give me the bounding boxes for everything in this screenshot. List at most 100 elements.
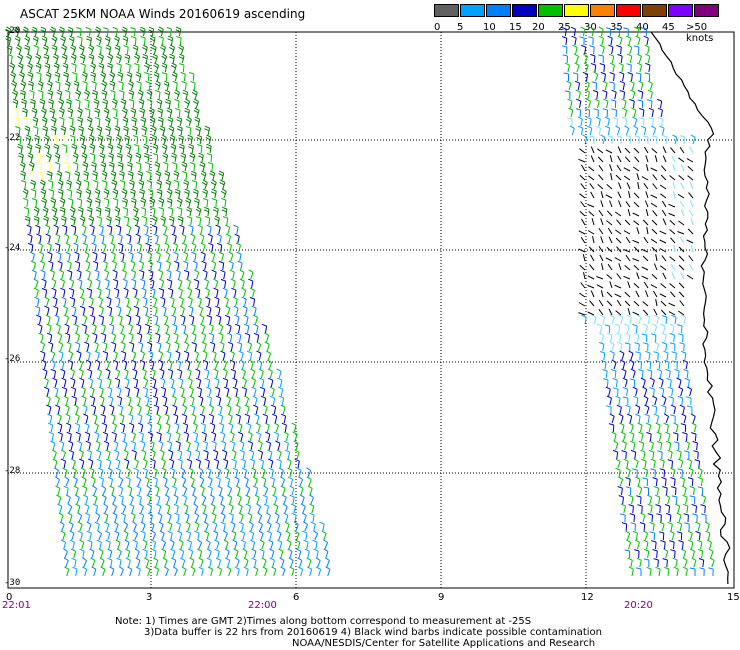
wind-barb (135, 557, 141, 568)
wind-barb (591, 218, 595, 226)
wind-barb (292, 431, 298, 442)
wind-barb (136, 494, 142, 505)
wind-barb (95, 35, 102, 46)
wind-barb (98, 314, 104, 325)
wind-barb (17, 53, 24, 64)
wind-barb (181, 242, 188, 253)
wind-barb (104, 521, 110, 532)
wind-barb (676, 521, 683, 532)
wind-barb (117, 404, 123, 415)
wind-barb (60, 135, 67, 145)
wind-barb (666, 378, 672, 388)
wind-barb (230, 278, 236, 289)
wind-barb (615, 125, 621, 136)
wind-barb (623, 458, 629, 469)
wind-barb (44, 62, 51, 73)
wind-barb (280, 404, 286, 415)
wind-barb (183, 179, 189, 190)
wind-barb (228, 512, 234, 523)
wind-barb (125, 467, 131, 478)
wind-barb (46, 404, 52, 415)
wind-barb (69, 539, 75, 550)
wind-barb (569, 125, 575, 136)
wind-barb (137, 251, 143, 262)
wind-barb (44, 296, 50, 307)
wind-barb (35, 224, 41, 235)
wind-barb (243, 314, 249, 325)
wind-barb (146, 332, 152, 343)
wind-barb (199, 404, 205, 415)
wind-barb (144, 395, 150, 406)
wind-barb (135, 314, 141, 325)
wind-barb (123, 458, 130, 469)
wind-barb (97, 296, 103, 307)
wind-barb (286, 458, 292, 469)
wind-barb (120, 332, 126, 343)
wind-barb (632, 258, 640, 262)
wind-barb (171, 485, 177, 496)
wind-barb (226, 323, 232, 334)
wind-barb (70, 458, 76, 469)
wind-barb (283, 440, 289, 451)
wind-barb (17, 62, 24, 73)
wind-barb (612, 377, 618, 388)
wind-barb (253, 404, 259, 415)
wind-barb (598, 165, 604, 172)
wind-barb (633, 26, 640, 37)
wind-barb (621, 107, 628, 118)
wind-barb (307, 485, 313, 496)
wind-barb (105, 530, 111, 541)
wind-barb (190, 81, 196, 91)
wind-barb (39, 98, 46, 109)
wind-barb (581, 218, 586, 226)
wind-barb (130, 269, 137, 280)
wind-barb (14, 116, 20, 127)
wind-barb (141, 135, 148, 145)
wind-barb (633, 395, 639, 406)
wind-barb (152, 395, 159, 406)
wind-barb (169, 467, 176, 478)
wind-barb (181, 413, 188, 424)
wind-barb (678, 220, 685, 226)
wind-barb (171, 71, 178, 82)
wind-barb (648, 449, 655, 460)
wind-barb (700, 494, 707, 505)
wind-barb (102, 350, 109, 361)
wind-barb (227, 422, 234, 433)
wind-barb (73, 80, 80, 91)
wind-barb (90, 557, 96, 568)
wind-barb (618, 62, 624, 73)
wind-barb (127, 566, 133, 577)
wind-barb (193, 440, 200, 451)
wind-barb (301, 512, 307, 523)
wind-barb (645, 350, 651, 361)
wind-barb (146, 413, 152, 424)
wind-barb (43, 53, 50, 64)
wind-barb (168, 125, 175, 136)
wind-barb (154, 323, 160, 334)
wind-barb (136, 485, 142, 496)
wind-barb (668, 203, 676, 208)
wind-barb (112, 350, 118, 361)
wind-barb (137, 170, 144, 181)
wind-barb (149, 521, 155, 532)
wind-barb (618, 263, 622, 271)
wind-barb (77, 521, 83, 532)
wind-barb (98, 467, 104, 478)
wind-barb (600, 218, 604, 226)
wind-barb (125, 476, 131, 487)
wind-barb (28, 161, 35, 172)
wind-barb (658, 377, 664, 388)
wind-barb (126, 314, 132, 325)
wind-barb (183, 251, 189, 262)
wind-barb (167, 116, 174, 127)
wind-barb (107, 224, 113, 235)
wind-barb (167, 35, 174, 46)
wind-barb (70, 224, 77, 235)
wind-barb (34, 296, 40, 307)
wind-barb (241, 296, 247, 307)
wind-barb (144, 72, 150, 82)
wind-barb (49, 269, 55, 280)
wind-barb (257, 359, 263, 370)
wind-barb (111, 179, 118, 190)
